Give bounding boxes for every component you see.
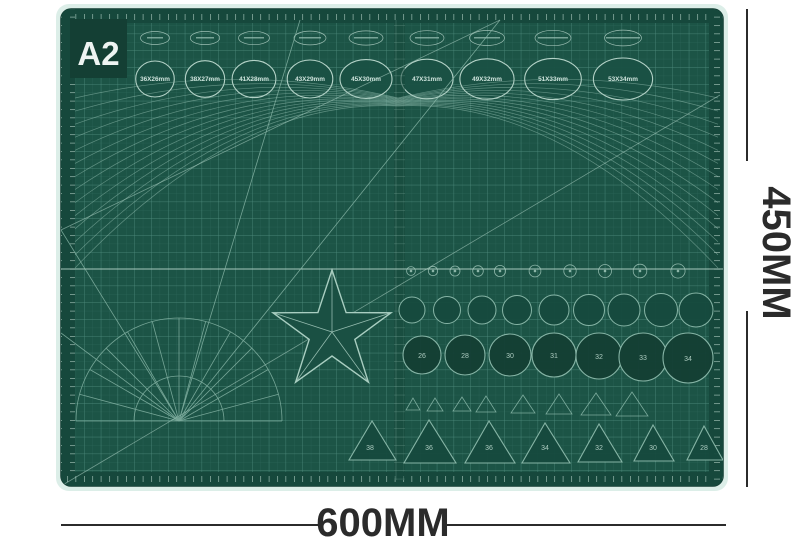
svg-text:36: 36 xyxy=(425,445,433,452)
svg-text:47X31mm: 47X31mm xyxy=(412,76,442,83)
svg-text:450MM: 450MM xyxy=(754,186,798,319)
svg-text:34: 34 xyxy=(684,356,692,363)
svg-text:31: 31 xyxy=(550,353,558,360)
svg-text:32: 32 xyxy=(595,445,603,452)
svg-text:30: 30 xyxy=(506,353,514,360)
svg-text:33: 33 xyxy=(639,355,647,362)
svg-text:53X34mm: 53X34mm xyxy=(608,76,638,83)
svg-text:28: 28 xyxy=(461,353,469,360)
svg-text:45X30mm: 45X30mm xyxy=(351,76,381,83)
svg-text:34: 34 xyxy=(541,445,549,452)
svg-text:28: 28 xyxy=(700,445,708,452)
svg-text:36: 36 xyxy=(485,445,493,452)
svg-text:36X26mm: 36X26mm xyxy=(140,76,170,83)
svg-text:32: 32 xyxy=(595,354,603,361)
svg-text:A2: A2 xyxy=(77,35,119,72)
svg-text:600MM: 600MM xyxy=(316,501,449,545)
svg-text:30: 30 xyxy=(649,445,657,452)
svg-text:26: 26 xyxy=(418,353,426,360)
svg-text:38: 38 xyxy=(366,445,374,452)
